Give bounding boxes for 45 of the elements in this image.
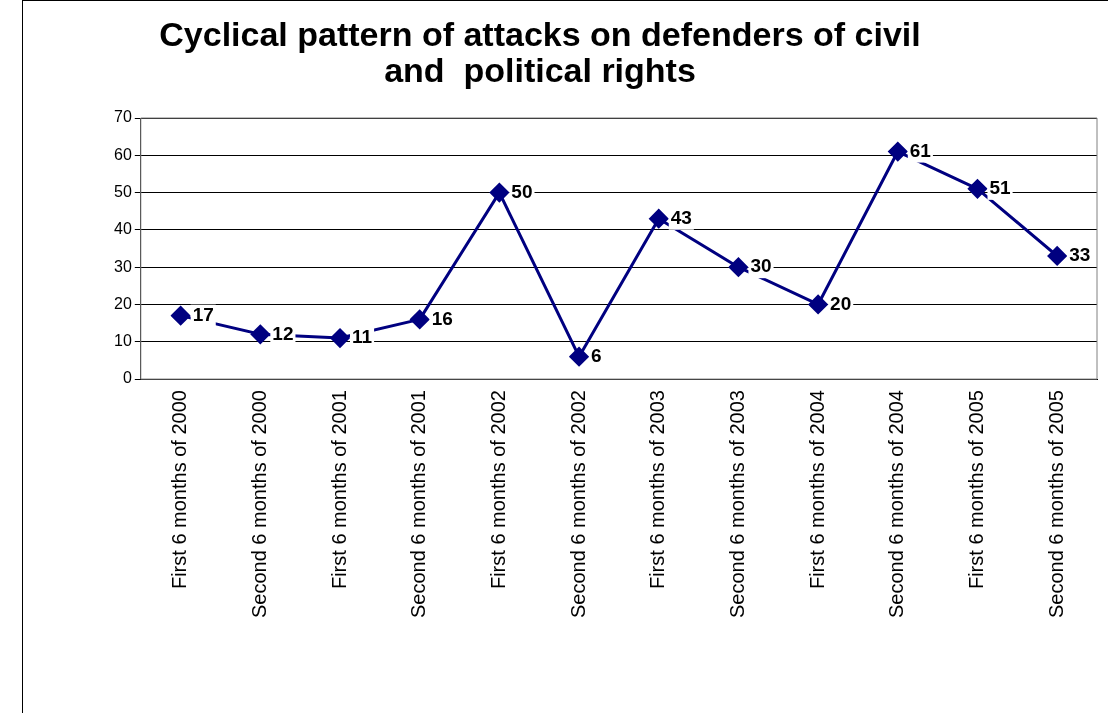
data-label: 61	[909, 139, 932, 161]
y-tick-label: 40	[114, 220, 132, 238]
point	[410, 309, 430, 329]
data-label: 33	[1069, 244, 1091, 266]
y-tick-label: 60	[114, 145, 132, 163]
data-label: 50	[511, 180, 533, 202]
x-tick-label: First 6 months of 2001	[327, 390, 350, 590]
x-tick-label: Second 6 months of 2000	[247, 390, 270, 619]
y-tick-label: 30	[114, 257, 132, 275]
data-label: 51	[989, 177, 1012, 199]
data-label: 11	[352, 326, 373, 348]
x-tick-label: Second 6 months of 2001	[407, 390, 430, 619]
data-label: 30	[750, 255, 772, 277]
chart-title: Cyclical pattern of attacks on defenders of civil and political rights	[158, 15, 922, 89]
x-tick-label: Second 6 months of 2005	[1044, 390, 1067, 619]
point	[171, 306, 191, 326]
point	[967, 179, 987, 199]
x-tick-label: Second 6 months of 2002	[566, 390, 589, 619]
data-label: 20	[830, 292, 852, 314]
point	[888, 142, 908, 162]
x-tick-label: Second 6 months of 2003	[725, 390, 748, 619]
x-tick-label: First 6 months of 2004	[805, 390, 828, 590]
point	[728, 257, 748, 277]
point	[250, 324, 270, 344]
x-tick-label: First 6 months of 2005	[964, 390, 987, 590]
x-tick-label: First 6 months of 2003	[646, 390, 669, 590]
data-label: 17	[192, 303, 214, 325]
y-tick-label: 0	[122, 369, 132, 387]
y-tick-label: 70	[114, 108, 132, 126]
point	[808, 294, 828, 314]
data-label: 43	[670, 206, 692, 228]
point	[489, 183, 509, 203]
point	[569, 347, 589, 367]
data-label: 12	[272, 322, 294, 344]
data-label: 16	[431, 307, 453, 329]
point	[1047, 246, 1067, 266]
x-tick-label: First 6 months of 2000	[168, 390, 191, 590]
point	[330, 328, 350, 348]
x-tick-label: First 6 months of 2002	[486, 390, 509, 590]
x-tick-label: Second 6 months of 2004	[885, 390, 908, 619]
y-tick-label: 50	[114, 182, 132, 200]
y-tick-label: 20	[114, 294, 132, 312]
point	[649, 209, 669, 229]
data-label: 6	[591, 344, 602, 366]
y-tick-label: 10	[114, 332, 132, 350]
